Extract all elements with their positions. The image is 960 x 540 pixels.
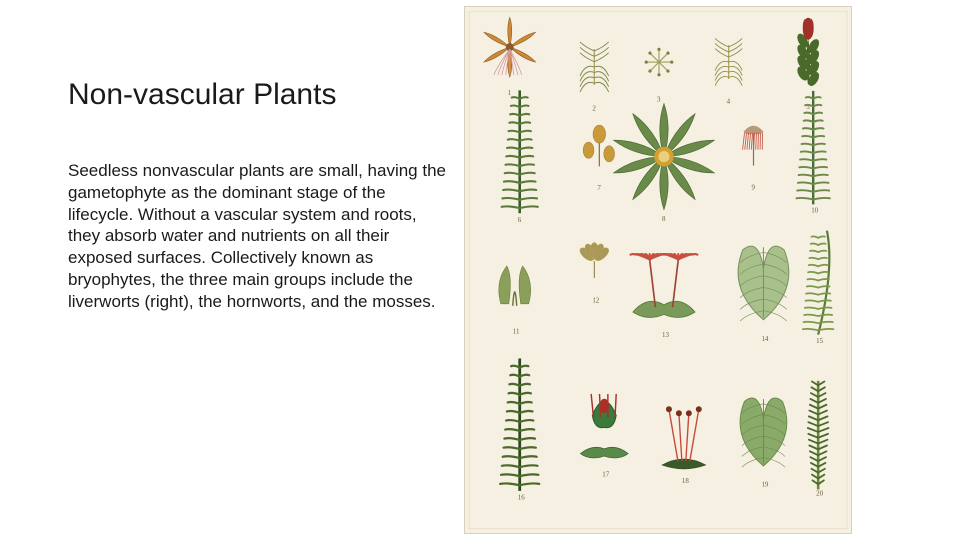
image-column: 1234567891011121314151617181920 xyxy=(460,0,960,540)
svg-text:14: 14 xyxy=(761,335,768,343)
svg-text:19: 19 xyxy=(761,480,768,488)
svg-text:7: 7 xyxy=(597,184,601,192)
liverwort-illustration: 1234567891011121314151617181920 xyxy=(464,6,852,534)
svg-text:10: 10 xyxy=(811,207,818,215)
svg-text:16: 16 xyxy=(518,494,525,502)
text-column: Non-vascular Plants Seedless nonvascular… xyxy=(0,0,460,540)
svg-text:1: 1 xyxy=(508,89,512,97)
slide-body: Seedless nonvascular plants are small, h… xyxy=(68,160,448,312)
svg-text:12: 12 xyxy=(592,297,599,305)
svg-text:20: 20 xyxy=(816,489,823,497)
svg-text:18: 18 xyxy=(682,477,689,485)
svg-text:2: 2 xyxy=(592,105,596,113)
svg-text:8: 8 xyxy=(662,215,666,223)
svg-text:9: 9 xyxy=(752,183,756,191)
svg-text:13: 13 xyxy=(662,331,669,339)
slide: Non-vascular Plants Seedless nonvascular… xyxy=(0,0,960,540)
slide-title: Non-vascular Plants xyxy=(68,78,450,112)
botanical-plate-svg: 1234567891011121314151617181920 xyxy=(465,7,851,533)
svg-text:3: 3 xyxy=(657,95,661,103)
svg-text:4: 4 xyxy=(727,98,731,106)
svg-text:6: 6 xyxy=(518,216,522,224)
svg-text:17: 17 xyxy=(602,470,609,478)
svg-text:11: 11 xyxy=(513,328,520,336)
svg-text:15: 15 xyxy=(816,337,823,345)
